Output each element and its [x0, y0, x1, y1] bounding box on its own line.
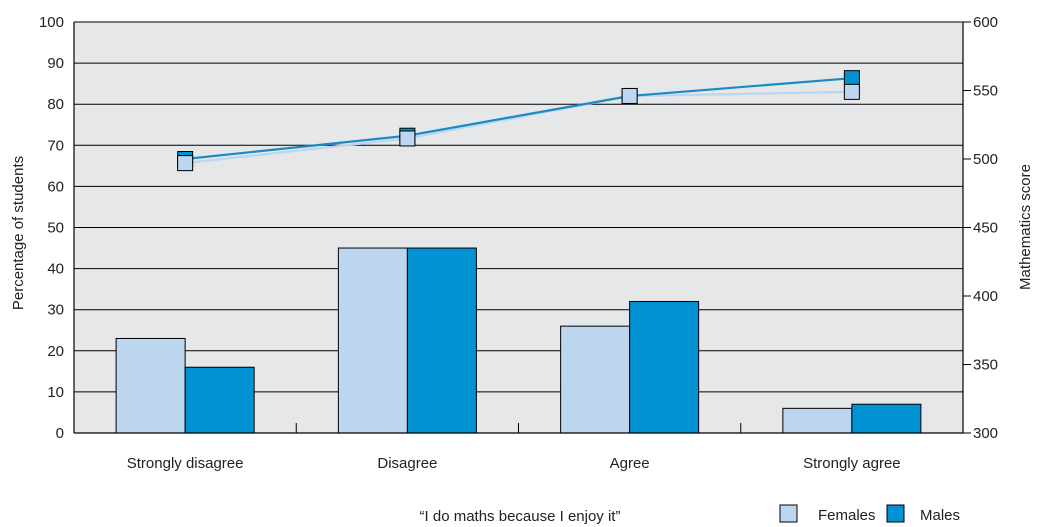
category-label-4: Strongly agree: [803, 455, 901, 472]
left-tick-label: 0: [56, 425, 64, 442]
left-tick-label: 10: [47, 384, 64, 401]
left-tick-label: 60: [47, 178, 64, 195]
right-axis-title: Mathematics score: [1017, 164, 1034, 290]
legend: Females Males: [779, 504, 960, 524]
bar-males-3: [629, 300, 700, 434]
left-tick-label: 80: [47, 96, 64, 113]
line-males: [185, 77, 852, 161]
right-tick-label: 500: [973, 151, 998, 168]
right-tick-label: 300: [973, 425, 998, 442]
bars: [115, 247, 922, 434]
category-labels: Strongly disagree Disagree Agree Strongly a…: [127, 455, 901, 472]
legend-label-females: Females: [818, 507, 876, 524]
left-tick-label: 70: [47, 137, 64, 154]
line-females: [185, 90, 852, 165]
left-axis-title: Percentage of students: [10, 156, 27, 310]
bar-females-2: [337, 247, 408, 434]
legend-swatch-females: [779, 504, 798, 523]
legend-label-males: Males: [920, 507, 960, 524]
bar-females-1: [115, 337, 186, 434]
right-tick-label: 550: [973, 83, 998, 100]
right-tick-label: 350: [973, 357, 998, 374]
marker-females-2: [399, 130, 416, 147]
left-axis-ticks: 0 10 20 30 40 50 60 70 80 90 100: [39, 14, 64, 442]
left-tick-label: 50: [47, 220, 64, 237]
bar-males-1: [184, 366, 255, 434]
right-tick-label: 600: [973, 14, 998, 31]
x-axis-title: “I do maths because I enjoy it”: [420, 508, 621, 525]
legend-swatch-males: [886, 504, 905, 523]
marker-males-4: [843, 70, 860, 87]
right-tick-label: 450: [973, 220, 998, 237]
gridlines: [74, 21, 963, 434]
category-label-3: Agree: [610, 455, 650, 472]
right-tick-label: 400: [973, 288, 998, 305]
bar-females-3: [560, 325, 631, 434]
right-axis-ticks: 300 350 400 450 500 550 600: [963, 14, 998, 442]
left-tick-label: 40: [47, 261, 64, 278]
marker-females-4: [843, 83, 860, 100]
bar-males-2: [406, 247, 477, 434]
marker-females-3: [621, 87, 638, 104]
category-label-1: Strongly disagree: [127, 455, 244, 472]
bar-females-4: [782, 407, 853, 434]
left-tick-label: 90: [47, 55, 64, 72]
left-tick-label: 100: [39, 14, 64, 31]
score-lines: [177, 70, 860, 172]
bar-males-4: [851, 403, 922, 434]
left-tick-label: 30: [47, 302, 64, 319]
left-tick-label: 20: [47, 343, 64, 360]
category-label-2: Disagree: [377, 455, 437, 472]
marker-females-1: [177, 155, 194, 172]
